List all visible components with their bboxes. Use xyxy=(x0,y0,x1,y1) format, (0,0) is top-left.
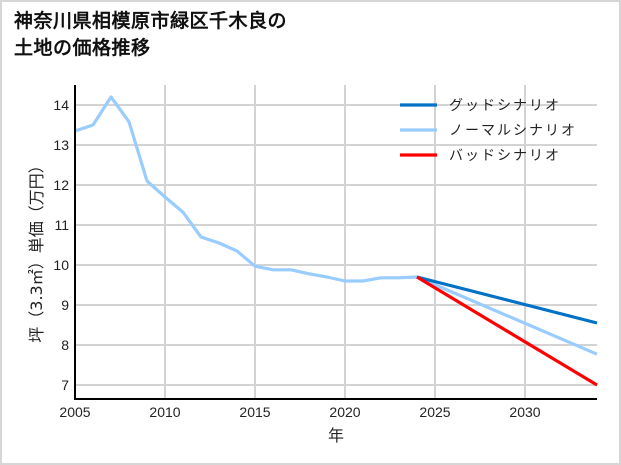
y-tick-label: 14 xyxy=(53,97,69,113)
series-line xyxy=(416,275,598,325)
y-tick-label: 11 xyxy=(54,217,69,233)
legend-label: ノーマルシナリオ xyxy=(449,123,577,139)
x-tick-label: 2025 xyxy=(419,404,450,420)
data-series xyxy=(74,95,598,387)
gridlines xyxy=(75,85,597,399)
y-tick-label: 7 xyxy=(61,377,69,393)
legend-label: グッドシナリオ xyxy=(449,98,561,114)
x-axis-label: 年 xyxy=(328,426,344,445)
axes: 2005 2010 2015 2020 2025 2030 7 8 9 10 11 12 13 14 xyxy=(53,85,597,420)
x-tick-label: 2020 xyxy=(329,404,360,420)
y-tick-label: 12 xyxy=(53,177,69,193)
y-tick-label: 13 xyxy=(53,137,69,153)
y-tick-label: 9 xyxy=(61,297,69,313)
x-tick-label: 2005 xyxy=(59,404,90,420)
x-tick-label: 2015 xyxy=(239,404,270,420)
series-line xyxy=(74,95,598,356)
y-tick-label: 10 xyxy=(53,257,69,273)
x-tick-label: 2010 xyxy=(149,404,180,420)
chart-title: 神奈川県相模原市緑区千木良の 土地の価格推移 xyxy=(14,10,288,59)
y-axis-label: 坪（3.3㎡）単価（万円） xyxy=(27,157,46,342)
x-tick-label: 2030 xyxy=(509,404,540,420)
y-tick-label: 8 xyxy=(61,337,69,353)
legend-label: バッドシナリオ xyxy=(449,148,561,164)
series-line xyxy=(416,275,598,387)
